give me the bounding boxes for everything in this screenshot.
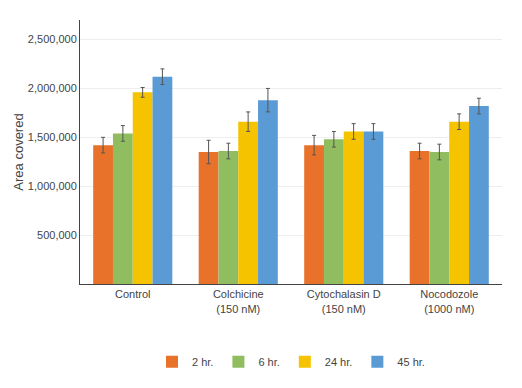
svg-text:Cytochalasin D(150 nM): Cytochalasin D(150 nM) [307,288,381,314]
svg-text:Colchicine(150 nM): Colchicine(150 nM) [213,288,264,314]
svg-text:2 hr.: 2 hr. [192,356,213,368]
svg-text:24 hr.: 24 hr. [325,356,353,368]
svg-text:500,000: 500,000 [37,229,77,241]
svg-text:45 hr.: 45 hr. [397,356,425,368]
svg-text:6 hr.: 6 hr. [258,356,279,368]
svg-text:2,000,000: 2,000,000 [28,82,77,94]
svg-text:Control: Control [115,288,150,300]
svg-text:2,500,000: 2,500,000 [28,33,77,45]
svg-text:1,500,000: 1,500,000 [28,131,77,143]
svg-text:1,000,000: 1,000,000 [28,180,77,192]
svg-text:Area covered: Area covered [11,113,26,190]
svg-text:Nocodozole(1000 nM): Nocodozole(1000 nM) [420,288,478,314]
